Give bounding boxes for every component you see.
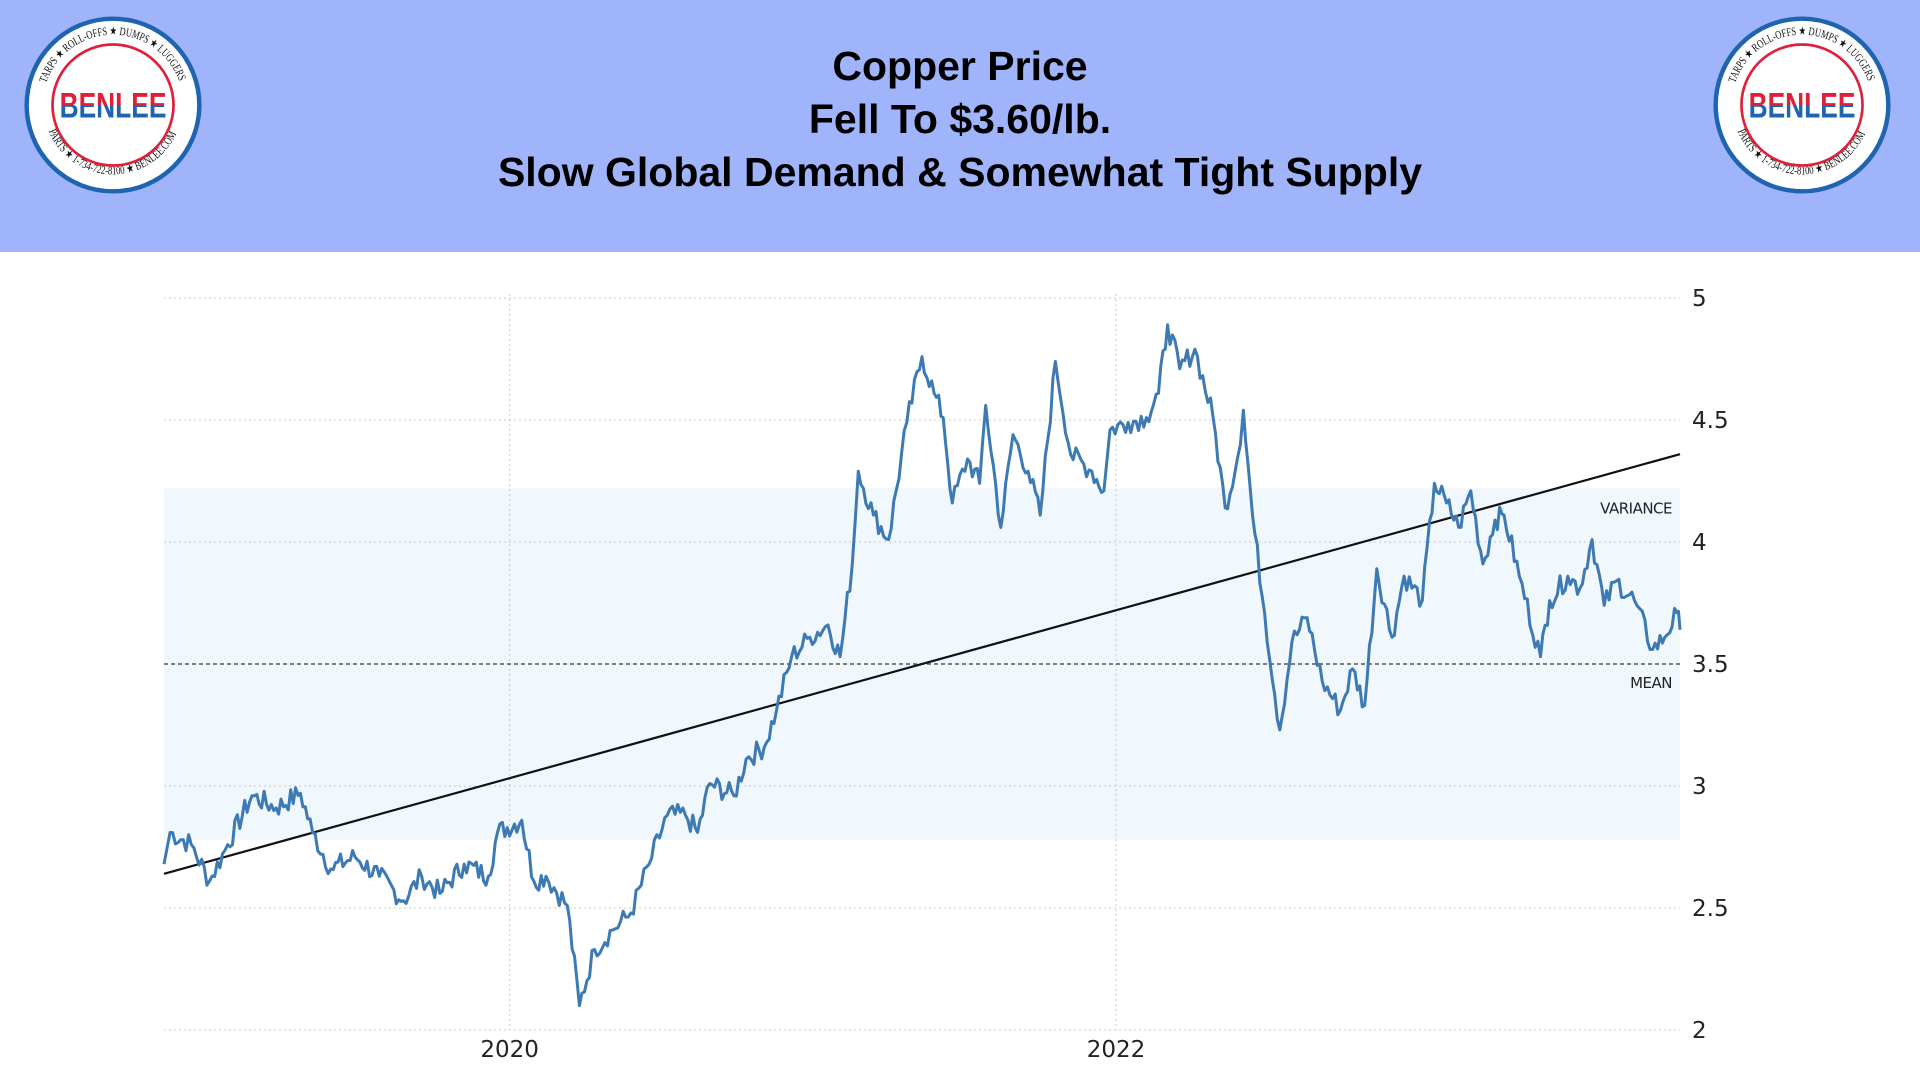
y-tick-label: 2 (1692, 1018, 1707, 1044)
y-tick-label: 2.5 (1692, 896, 1729, 922)
benlee-logo-right: TARPS ★ ROLL-OFFS ★ DUMPS ★ LUGGERSPARTS… (1713, 16, 1891, 194)
variance-label: VARIANCE (1600, 499, 1672, 517)
trend-line (163, 453, 1681, 875)
x-tick-label: 2022 (1087, 1037, 1146, 1063)
logo-brand-text: BENLEE (60, 85, 167, 125)
copper-price-line (162, 323, 1682, 1008)
logo-inner-ring (1740, 43, 1864, 167)
logo-inner-ring (51, 43, 175, 167)
title-line-2: Fell To $3.60/lb. (808, 96, 1112, 142)
x-tick-label: 2020 (480, 1037, 539, 1063)
title-line-3: Slow Global Demand & Somewhat Tight Supp… (497, 149, 1423, 195)
page-title: Copper Price Fell To $3.60/lb. Slow Glob… (360, 40, 1560, 199)
y-tick-label: 5 (1692, 286, 1707, 312)
mean-label: MEAN (1630, 674, 1672, 692)
logo-brand-text: BENLEE (1749, 85, 1856, 125)
benlee-logo-left: TARPS ★ ROLL-OFFS ★ DUMPS ★ LUGGERSPARTS… (24, 16, 202, 194)
y-tick-label: 4.5 (1692, 408, 1729, 434)
y-tick-label: 3.5 (1692, 652, 1729, 678)
y-tick-label: 3 (1692, 774, 1707, 800)
title-line-1: Copper Price (832, 43, 1088, 89)
y-tick-label: 4 (1692, 530, 1707, 556)
header-banner: Copper Price Fell To $3.60/lb. Slow Glob… (0, 0, 1920, 252)
